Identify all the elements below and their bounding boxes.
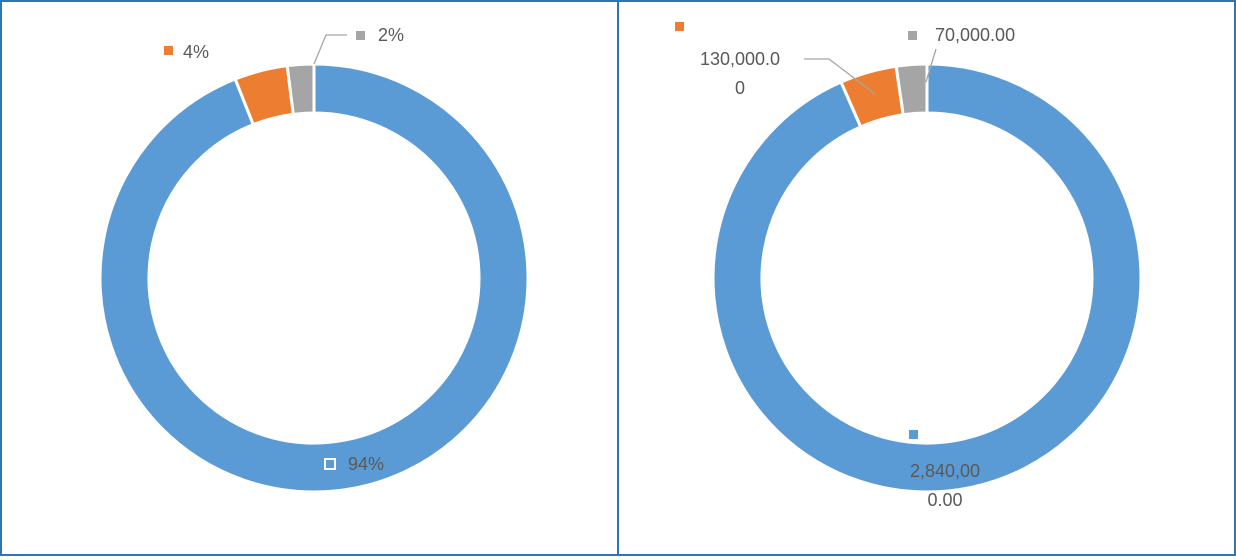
label-marker <box>324 458 336 470</box>
data-label: 2,840,000.00 <box>909 461 981 510</box>
label-marker <box>909 430 918 439</box>
donut-chart <box>98 34 530 494</box>
chart-panel: 94% 4% 2% <box>0 0 619 556</box>
donut-slice <box>711 62 1143 494</box>
leader-line <box>313 34 347 65</box>
data-label: 4% <box>183 42 210 62</box>
chart-panel: 2,840,000.00 130,000.00 70,000.00 <box>617 0 1236 556</box>
donut-chart <box>711 48 1143 494</box>
data-label: 2% <box>378 25 405 45</box>
label-marker <box>164 46 173 55</box>
label-marker <box>675 22 684 31</box>
donut-slice <box>285 62 316 116</box>
data-label: 70,000.00 <box>935 25 1016 45</box>
label-marker <box>908 31 917 40</box>
data-label: 130,000.00 <box>699 49 781 98</box>
donut-slice <box>98 62 530 494</box>
data-label: 94% <box>348 454 385 474</box>
leader-line <box>925 48 937 83</box>
leader-line <box>804 58 876 95</box>
label-marker <box>356 31 365 40</box>
donut-slice <box>894 62 929 117</box>
